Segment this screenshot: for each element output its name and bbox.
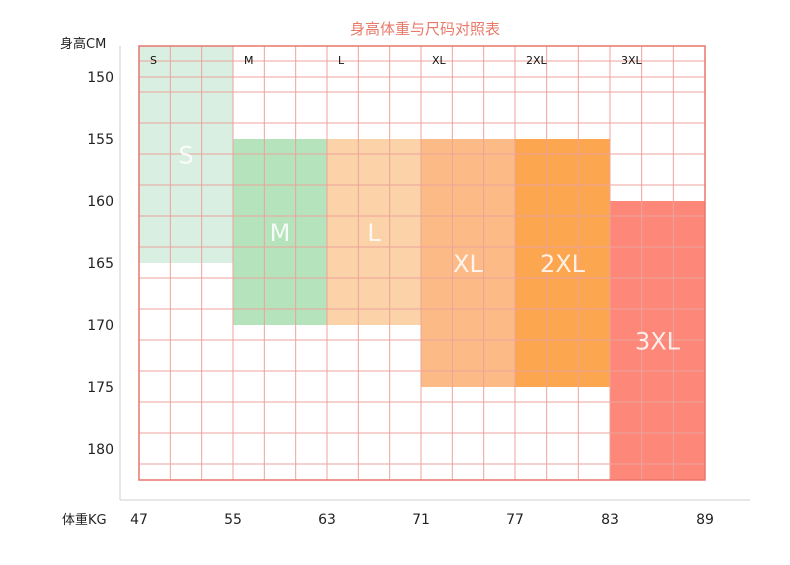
column-header-l: L xyxy=(338,54,345,67)
size-region-label-m: M xyxy=(270,219,291,247)
y-tick-label: 155 xyxy=(87,132,114,148)
y-tick-label: 180 xyxy=(87,442,114,458)
y-tick-label: 160 xyxy=(87,194,114,210)
x-axis-label: 体重KG xyxy=(62,512,107,528)
size-region-l xyxy=(327,139,421,325)
size-region-label-xl: XL xyxy=(453,250,483,278)
size-region-label-2xl: 2XL xyxy=(540,250,586,278)
column-header-xl: XL xyxy=(432,54,447,67)
x-tick-label: 89 xyxy=(696,512,714,528)
x-tick-label: 63 xyxy=(318,512,336,528)
y-tick-label: 175 xyxy=(87,380,114,396)
x-tick-label: 83 xyxy=(601,512,619,528)
size-region-m xyxy=(233,139,327,325)
y-tick-label: 170 xyxy=(87,318,114,334)
column-header-s: S xyxy=(150,54,157,67)
column-header-2xl: 2XL xyxy=(526,54,548,67)
x-tick-label: 77 xyxy=(506,512,524,528)
column-header-m: M xyxy=(244,54,254,67)
y-tick-label: 165 xyxy=(87,256,114,272)
chart-title: 身高体重与尺码对照表 xyxy=(350,20,500,38)
size-region-2xl xyxy=(515,139,610,387)
table-frame xyxy=(138,45,706,481)
size-region-label-3xl: 3XL xyxy=(635,328,681,356)
size-region-label-l: L xyxy=(367,219,381,247)
column-header-3xl: 3XL xyxy=(621,54,643,67)
x-tick-label: 47 xyxy=(130,512,148,528)
x-tick-label: 55 xyxy=(224,512,242,528)
x-tick-label: 71 xyxy=(412,512,430,528)
size-region-label-s: S xyxy=(178,142,193,170)
size-region-xl xyxy=(421,139,515,387)
y-tick-label: 150 xyxy=(87,70,114,86)
y-axis-label: 身高CM xyxy=(60,36,106,52)
